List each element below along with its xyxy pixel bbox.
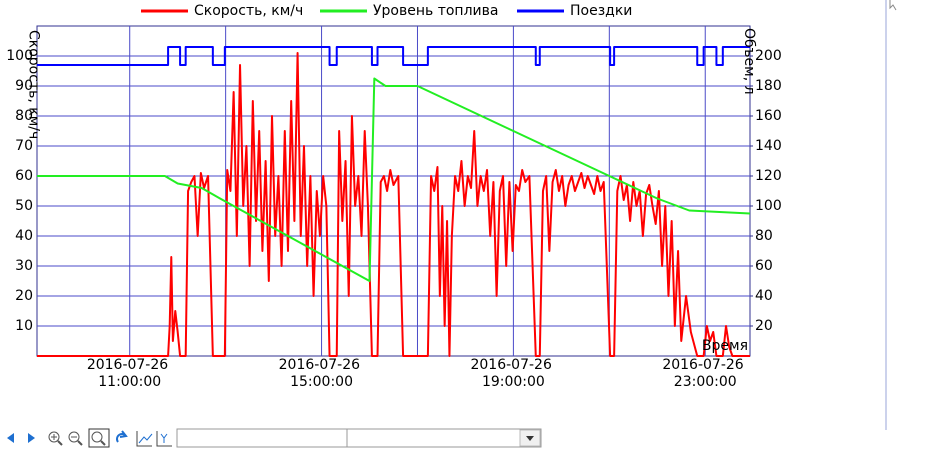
x-tick-label: 2016-07-26 23:00:00 [662,357,748,390]
y-tick-label: 50 [15,198,33,214]
legend: Скорость, км/ч Уровень топлива Поездки [141,3,632,19]
text-input[interactable] [176,428,348,448]
y2-tick-label: 40 [755,288,773,304]
y2-tick-label: 200 [755,48,782,64]
plot-frame [36,25,751,357]
y2-tick-label: 140 [755,138,782,154]
y-tick-label: 70 [15,138,33,154]
series-line [37,46,750,66]
zoom-out-button[interactable] [68,431,83,446]
chart-button[interactable] [136,431,153,447]
y2-tick-label: 180 [755,78,782,94]
series-line [37,77,751,282]
x-tick-label: 2016-07-26 11:00:00 [87,357,173,390]
x-tick-label: 2016-07-26 19:00:00 [470,357,556,390]
select[interactable] [346,428,542,448]
x-tick-label: 2016-07-26 15:00:00 [279,357,365,390]
y2-tick-label: 160 [755,108,782,124]
lines [37,46,751,357]
y-tick-label: 10 [15,318,33,334]
cursor [889,0,897,11]
grid [37,26,750,356]
y2-tick-label: 100 [755,198,782,214]
y2-tick-label: 20 [755,318,773,334]
y-tick-label: 60 [15,168,33,184]
select-arrow-icon [526,436,534,441]
y-tick-label: 30 [15,258,33,274]
y2-tick-label: 80 [755,228,773,244]
axis-button[interactable] [156,431,172,447]
prev-button[interactable] [7,433,14,443]
y2-tick-label: 120 [755,168,782,184]
y-tick-label: 90 [15,78,33,94]
zoom-in-button[interactable] [48,431,63,446]
zoom-reset-button[interactable] [88,428,110,448]
legend-label: Уровень топлива [373,3,498,19]
next-button[interactable] [28,433,35,443]
y-tick-label: 100 [6,48,33,64]
toolbar [7,428,542,448]
y-tick-label: 20 [15,288,33,304]
y-tick-label: 80 [15,108,33,124]
legend-label: Поездки [570,3,632,19]
refresh-button[interactable] [116,430,128,443]
series-line [37,52,750,357]
y2-axis-label: Объем, л [741,28,757,95]
y-tick-label: 40 [15,228,33,244]
y2-tick-label: 60 [755,258,773,274]
legend-label: Скорость, км/ч [194,3,303,19]
y-axis-label: Скорость, км/ч [25,30,41,139]
x-axis-label: Время [702,338,748,354]
